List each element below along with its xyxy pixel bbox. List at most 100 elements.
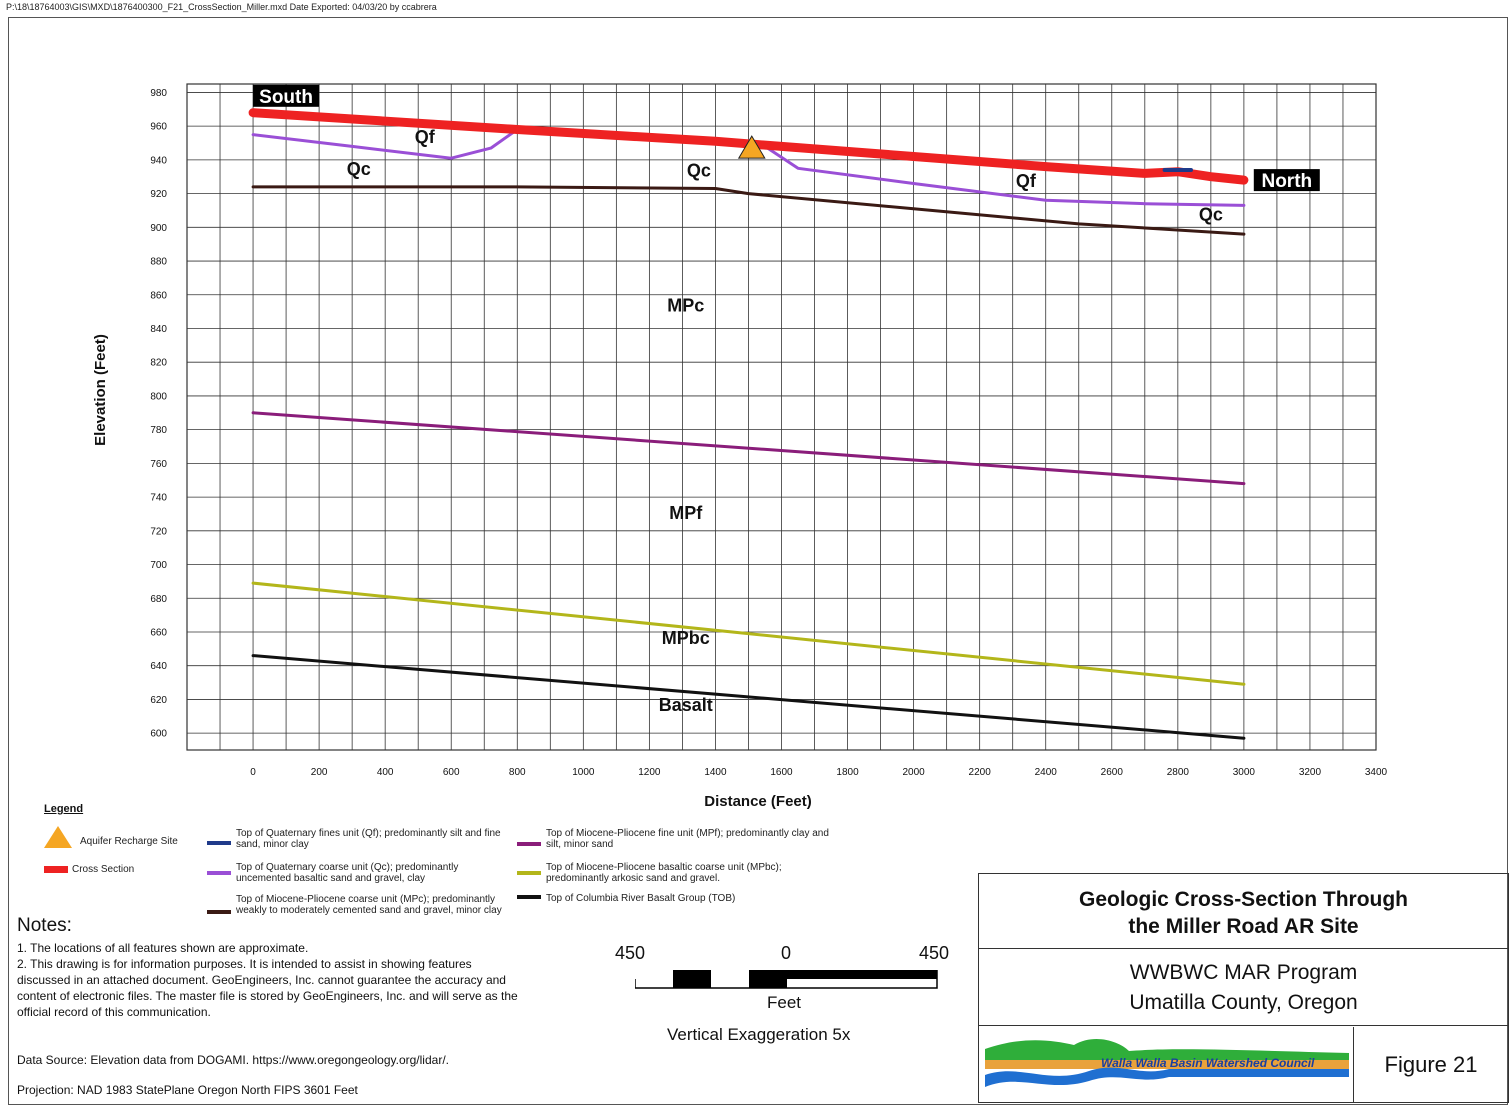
- x-tick-label: 1400: [704, 767, 727, 778]
- x-tick-label: 1800: [836, 767, 859, 778]
- vertical-exaggeration: Vertical Exaggeration 5x: [667, 1025, 851, 1044]
- scale-left-label: 450: [615, 943, 646, 963]
- x-tick-label: 2200: [969, 767, 992, 778]
- wwbwc-logo: Walla Walla Basin Watershed Council: [979, 1027, 1354, 1102]
- legend-item-label: Top of Miocene-Pliocene basaltic coarse …: [546, 862, 782, 884]
- direction-label: North: [1261, 171, 1312, 192]
- y-tick-label: 740: [150, 493, 167, 504]
- legend-triangle-icon: [44, 826, 72, 848]
- scale-unit: Feet: [767, 993, 802, 1012]
- series-line-mp: [251, 185, 1246, 236]
- series-line-mpbc: [251, 581, 1246, 686]
- legend-swatch: [44, 866, 68, 873]
- unit-label: Qf: [1016, 171, 1037, 191]
- y-tick-label: 720: [150, 526, 167, 537]
- legend-swatch: [517, 842, 541, 846]
- legend-item-label: Top of Columbia River Basalt Group (TOB): [546, 893, 736, 904]
- legend-item-label: Cross Section: [72, 864, 135, 875]
- logo-graphic: Walla Walla Basin Watershed Council: [985, 1038, 1349, 1087]
- note-1: 1. The locations of all features shown a…: [17, 941, 309, 955]
- y-tick-label: 920: [150, 189, 167, 200]
- unit-label: MPbc: [662, 628, 710, 648]
- x-tick-label: 600: [443, 767, 460, 778]
- unit-label: Qc: [1199, 205, 1223, 225]
- program-info: WWBWC MAR Program Umatilla County, Orego…: [979, 950, 1508, 1026]
- series-line-xs: [248, 108, 1249, 185]
- y-tick-label: 820: [150, 358, 167, 369]
- y-axis-title: Elevation (Feet): [92, 334, 109, 446]
- y-tick-label: 600: [150, 729, 167, 740]
- direction-label: South: [259, 87, 313, 108]
- scale-bar-graphic: [635, 970, 938, 989]
- y-tick-label: 900: [150, 223, 167, 234]
- recharge-site-marker: [737, 135, 766, 159]
- x-tick-label: 400: [377, 767, 394, 778]
- scale-center-label: 0: [781, 943, 792, 963]
- y-tick-label: 620: [150, 695, 167, 706]
- legend-swatch: [207, 871, 231, 875]
- unit-label: MPc: [667, 296, 704, 316]
- x-tick-label: 2800: [1167, 767, 1190, 778]
- direction-box: [253, 84, 320, 107]
- y-tick-label: 860: [150, 290, 167, 301]
- x-tick-label: 2400: [1035, 767, 1058, 778]
- logo-text: Walla Walla Basin Watershed Council: [1101, 1056, 1315, 1070]
- x-tick-label: 200: [311, 767, 328, 778]
- legend-item-label: Aquifer Recharge Site: [80, 836, 178, 847]
- x-tick-label: 3400: [1365, 767, 1388, 778]
- figure-title: Geologic Cross-Section Through the Mille…: [979, 874, 1508, 949]
- legend-item-label: Top of Quaternary fines unit (Qf); predo…: [236, 828, 501, 850]
- y-tick-label: 940: [150, 155, 167, 166]
- projection-note: Projection: NAD 1983 StatePlane Oregon N…: [17, 1083, 358, 1097]
- series-line-tob: [251, 654, 1246, 740]
- scale-right-label: 450: [919, 943, 950, 963]
- notes-body: 1. The locations of all features shown a…: [17, 940, 527, 1020]
- unit-label: MPf: [669, 503, 703, 523]
- legend-swatch: [517, 895, 541, 899]
- title-block: Geologic Cross-Section Through the Mille…: [978, 873, 1509, 1103]
- y-tick-label: 880: [150, 257, 167, 268]
- x-tick-label: 2600: [1101, 767, 1124, 778]
- x-tick-label: 800: [509, 767, 526, 778]
- x-tick-label: 3000: [1233, 767, 1256, 778]
- direction-box: [1253, 169, 1320, 192]
- legend-swatch: [207, 910, 231, 914]
- program-line-1: WWBWC MAR Program: [1129, 961, 1358, 984]
- y-tick-label: 660: [150, 627, 167, 638]
- note-2: 2. This drawing is for information purpo…: [17, 957, 518, 1019]
- y-tick-label: 800: [150, 391, 167, 402]
- y-tick-label: 640: [150, 661, 167, 672]
- y-tick-label: 960: [150, 122, 167, 133]
- unit-label: Qc: [347, 159, 371, 179]
- legend-title: Legend: [44, 803, 84, 815]
- y-tick-label: 680: [150, 594, 167, 605]
- legend-swatch: [517, 871, 541, 875]
- map-frame: [8, 17, 1508, 1105]
- x-tick-label: 1200: [638, 767, 661, 778]
- x-tick-label: 2000: [902, 767, 925, 778]
- unit-label: Qf: [415, 127, 436, 147]
- y-tick-label: 780: [150, 425, 167, 436]
- y-tick-label: 760: [150, 459, 167, 470]
- data-source-note: Data Source: Elevation data from DOGAMI.…: [17, 1053, 449, 1067]
- legend-item-label: Top of Quaternary coarse unit (Qc); pred…: [236, 862, 459, 884]
- series-line-mpf: [251, 411, 1246, 486]
- file-path-header: P:\18\18764003\GIS\MXD\1876400300_F21_Cr…: [6, 2, 437, 12]
- scale-bar: 450 0 450 Feet Vertical Exaggeration 5x: [615, 943, 965, 1053]
- notes-title: Notes:: [17, 915, 72, 936]
- x-tick-label: 3200: [1299, 767, 1322, 778]
- y-tick-label: 980: [150, 88, 167, 99]
- plot-area: 0 200 400 600 800 1000 1200 1400 1600 1800 2000 220…: [150, 83, 1388, 778]
- x-tick-label: 1600: [770, 767, 793, 778]
- unit-label: Basalt: [659, 695, 713, 715]
- program-line-2: Umatilla County, Oregon: [1129, 991, 1358, 1014]
- y-tick-label: 700: [150, 560, 167, 571]
- title-line-2: the Miller Road AR Site: [1128, 915, 1359, 938]
- legend-item-label: Top of Miocene-Pliocene coarse unit (MPc…: [236, 894, 502, 916]
- x-tick-label: 1000: [572, 767, 595, 778]
- y-tick-label: 840: [150, 324, 167, 335]
- legend-swatch: [207, 841, 231, 845]
- x-axis-title: Distance (Feet): [704, 793, 812, 810]
- unit-label: Qc: [687, 161, 711, 181]
